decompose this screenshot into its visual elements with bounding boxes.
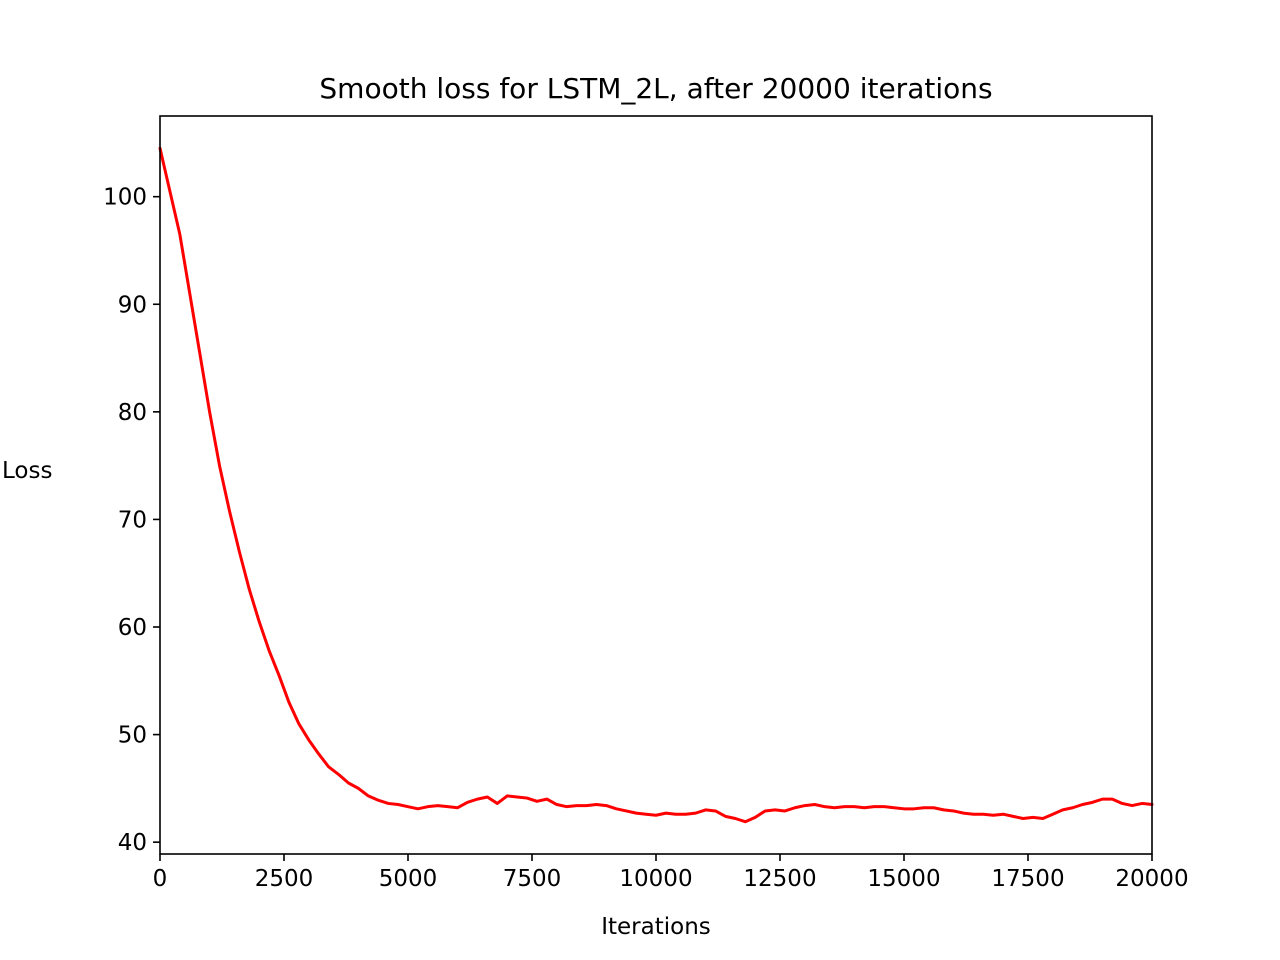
- loss-series-line: [158, 146, 1154, 824]
- y-tick-label: 60: [118, 615, 147, 641]
- x-axis: 0 2500 5000 7500 10000 12500 15000 17500 20000: [153, 854, 1189, 892]
- x-tick-label: 20000: [1115, 866, 1188, 892]
- x-tick-label: 17500: [991, 866, 1064, 892]
- plot-area: [160, 116, 1152, 854]
- chart-title: Smooth loss for LSTM_2L, after 20000 ite…: [319, 72, 992, 105]
- x-axis-label: Iterations: [601, 914, 711, 940]
- series-layer: [158, 146, 1154, 824]
- y-axis-label: Loss: [2, 458, 52, 484]
- y-tick-label: 90: [118, 292, 147, 318]
- y-tick-label: 40: [118, 830, 147, 856]
- x-tick-label: 5000: [379, 866, 438, 892]
- y-tick-label: 70: [118, 507, 147, 533]
- x-tick-label: 15000: [867, 866, 940, 892]
- x-tick-label: 0: [153, 866, 168, 892]
- x-tick-label: 10000: [619, 866, 692, 892]
- x-tick-label: 12500: [743, 866, 816, 892]
- x-tick-label: 2500: [255, 866, 314, 892]
- y-tick-label: 50: [118, 723, 147, 749]
- y-tick-label: 80: [118, 400, 147, 426]
- x-tick-label: 7500: [503, 866, 562, 892]
- y-axis: 40 50 60 70 80 90 100: [103, 185, 160, 856]
- y-tick-label: 100: [103, 185, 147, 211]
